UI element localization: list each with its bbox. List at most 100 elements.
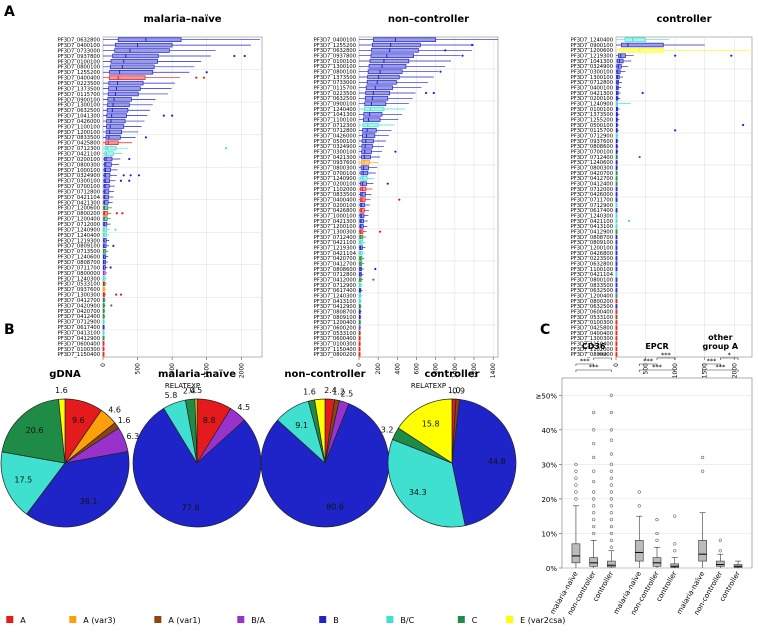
box-outlier <box>162 114 165 117</box>
gene-label: PF3D7_1200600 <box>571 48 613 54</box>
gene-label: PF3D7_0425800 <box>58 141 100 147</box>
box-rect <box>359 202 366 208</box>
box-rect <box>115 42 173 48</box>
box-outlier <box>574 497 578 501</box>
box-rect <box>367 74 400 80</box>
box-outlier <box>609 410 614 415</box>
pie-label: 9.6 <box>72 416 85 425</box>
legend-swatch <box>386 616 394 623</box>
gene-label: PF3D7_0412700 <box>314 262 356 268</box>
box-chart-2: non–controller 0 200 400 600 800 1000 1200 1400 R… <box>314 14 499 390</box>
box-rect <box>716 560 725 567</box>
box-outlier <box>673 514 677 518</box>
x-tick-label: 0 <box>100 363 107 367</box>
box-outlier <box>592 469 596 473</box>
pie-label: 6.3 <box>126 432 139 441</box>
x-tick-label: 1200 <box>471 363 478 378</box>
gene-label: PF3D7_0937600 <box>314 160 356 166</box>
box-rect <box>367 69 403 74</box>
x-tick-label: 0 <box>613 363 620 367</box>
gene-label: PF3D7_1219300 <box>571 54 613 60</box>
box-rect <box>365 90 391 96</box>
box-outlier <box>461 54 464 57</box>
box-outlier <box>243 54 246 58</box>
chart-title: non–controller <box>388 14 469 25</box>
box-outlier <box>609 428 614 432</box>
gene-label: PF3D7_0700100 <box>571 150 613 156</box>
pie-label: 5.8 <box>165 391 178 400</box>
gene-label: PF3D7_1000100 <box>58 168 100 174</box>
pie-label: 2.5 <box>341 389 354 398</box>
x-tick-label: 200 <box>375 363 382 375</box>
x-tick-label: 0 <box>356 363 363 367</box>
box-rect <box>106 118 126 124</box>
pie-label: 2.4 <box>324 386 337 395</box>
gene-label: PF3D7_1300100 <box>571 75 613 81</box>
gene-label: PF3D7_0833500 <box>314 192 356 198</box>
significance-bracket <box>575 369 612 372</box>
pie-label: 4.5 <box>237 403 250 412</box>
gene-label: PF3D7_0733000 <box>314 80 356 86</box>
box-chart-1: malaria–naïve 0 500 1000 1500 2000 RELATEXP PF3… <box>58 14 263 390</box>
pie-slice <box>194 398 198 464</box>
gene-label: PF3D7_0421104 <box>314 251 357 257</box>
box-outlier <box>592 497 596 501</box>
legend-item: A (var3) <box>69 616 116 625</box>
gene-label: PF3D7_0937800 <box>58 54 100 60</box>
gene-label: PF3D7_0900100 <box>58 97 100 103</box>
gene-label: PF3D7_0421300 <box>571 91 613 97</box>
gene-label: PF3D7_0600400 <box>58 341 100 347</box>
gene-label: PF3D7_1200400 <box>571 294 613 300</box>
gene-label: PF3D7_0426000 <box>314 134 356 140</box>
gene-label: PF3D7_0800200 <box>571 352 613 358</box>
significance-bracket <box>638 363 658 366</box>
box-rect <box>368 64 407 69</box>
gene-label: PF3D7_1200400 <box>58 217 100 223</box>
box-outlier <box>129 174 132 177</box>
gene-label: PF3D7_1240600 <box>58 255 100 261</box>
gene-label: PF3D7_1240400 <box>571 38 613 44</box>
pie-label: 1.6 <box>55 386 68 395</box>
gene-label: PF3D7_0420700 <box>571 171 613 177</box>
gene-label: PF3D7_1000100 <box>314 214 356 220</box>
pie-chart-4: controller 1.00.9 44.8 34.3 3.2 15.8 <box>381 369 517 528</box>
gene-label: PF3D7_0533100 <box>314 331 356 337</box>
box-outlier <box>655 517 659 522</box>
box-outlier <box>627 219 631 223</box>
gene-label: PF3D7_0500100 <box>314 139 356 145</box>
pie-label: 1.6 <box>118 416 131 425</box>
gene-label: PF3D7_0426000 <box>58 119 100 125</box>
gene-label: PF3D7_0809100 <box>58 244 100 250</box>
gene-label: PF3D7_1373500 <box>58 86 100 92</box>
legend-label: B/C <box>400 616 414 625</box>
panel-b: gDNA9.64.61.66.338.117.520.61.6malaria–n… <box>0 369 517 528</box>
gene-label: PF3D7_1240900 <box>58 227 100 233</box>
box-outlier <box>386 182 389 185</box>
legend-swatch <box>319 616 327 623</box>
legend-swatch <box>69 616 77 623</box>
gene-label: PF3D7_0712900 <box>314 283 356 289</box>
box-rect <box>366 80 397 85</box>
box-outlier <box>674 129 677 132</box>
legend-swatch <box>457 616 465 623</box>
box-rect <box>103 211 108 216</box>
box-rect <box>571 543 581 564</box>
gene-label: PF3D7_0700100 <box>58 184 100 190</box>
box-rect <box>109 64 155 70</box>
pie-label: 77.8 <box>182 503 200 512</box>
panel-c: 0%10%20%30%40%≥50%CD36*********malaria-n… <box>536 333 753 617</box>
plot-frame <box>561 377 753 569</box>
box-rect <box>363 106 385 112</box>
box-rect <box>359 224 364 229</box>
box-outlier <box>115 212 118 215</box>
box-rect <box>670 563 680 568</box>
pie-title: controller <box>424 369 479 380</box>
significance-label: *** <box>643 357 654 365</box>
box-outlier <box>592 441 596 446</box>
box-rect <box>607 560 616 568</box>
gene-label: PF3D7_0412700 <box>571 176 613 182</box>
box-rect <box>360 170 369 176</box>
box-outlier <box>374 267 377 271</box>
group-title: group A <box>703 342 739 351</box>
